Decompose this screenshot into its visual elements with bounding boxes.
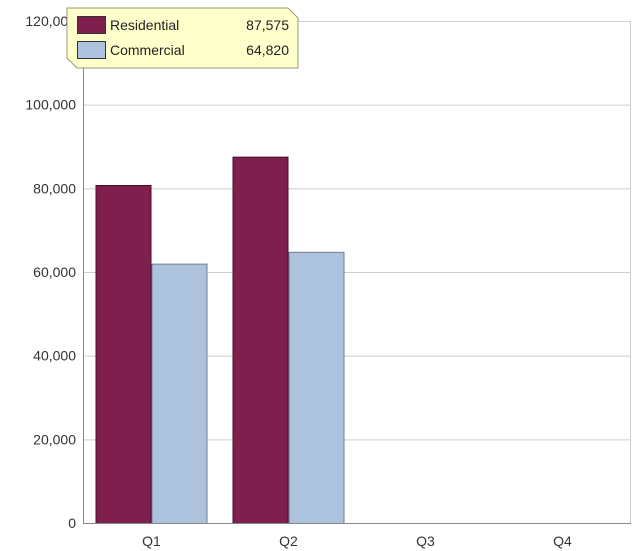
y-tick-label: 60,000 (33, 264, 76, 280)
tooltip-series-name: Commercial (110, 42, 185, 58)
x-axis-tick-labels: Q1 Q2 Q3 Q4 (142, 533, 572, 549)
bars (95, 156, 345, 524)
tooltip-series-value: 87,575 (246, 17, 289, 33)
y-axis-tick-labels: 0 20,000 40,000 60,000 80,000 100,000 120,000 (25, 13, 76, 531)
y-tick-label: 100,000 (25, 97, 76, 113)
x-tick-label: Q3 (416, 533, 435, 549)
tooltip-swatch (77, 16, 106, 34)
y-tick-label: 0 (68, 515, 76, 531)
bar-commercial-q2[interactable] (288, 251, 345, 524)
chart-tooltip: Residential 87,575 Commercial 64,820 (66, 7, 299, 69)
tooltip-swatch (77, 41, 106, 59)
x-tick-label: Q4 (553, 533, 572, 549)
tooltip-series-name: Residential (110, 17, 179, 33)
bar-commercial-q1[interactable] (151, 263, 208, 524)
bar-residential-q1[interactable] (95, 184, 152, 524)
x-tick-label: Q2 (279, 533, 298, 549)
x-tick-label: Q1 (142, 533, 161, 549)
y-tick-label: 80,000 (33, 180, 76, 196)
y-tick-label: 40,000 (33, 348, 76, 364)
tooltip-series-value: 64,820 (246, 42, 289, 58)
tooltip-box (66, 7, 299, 69)
bar-residential-q2[interactable] (232, 156, 289, 524)
y-tick-label: 20,000 (33, 431, 76, 447)
y-tick-label: 120,000 (25, 13, 76, 29)
